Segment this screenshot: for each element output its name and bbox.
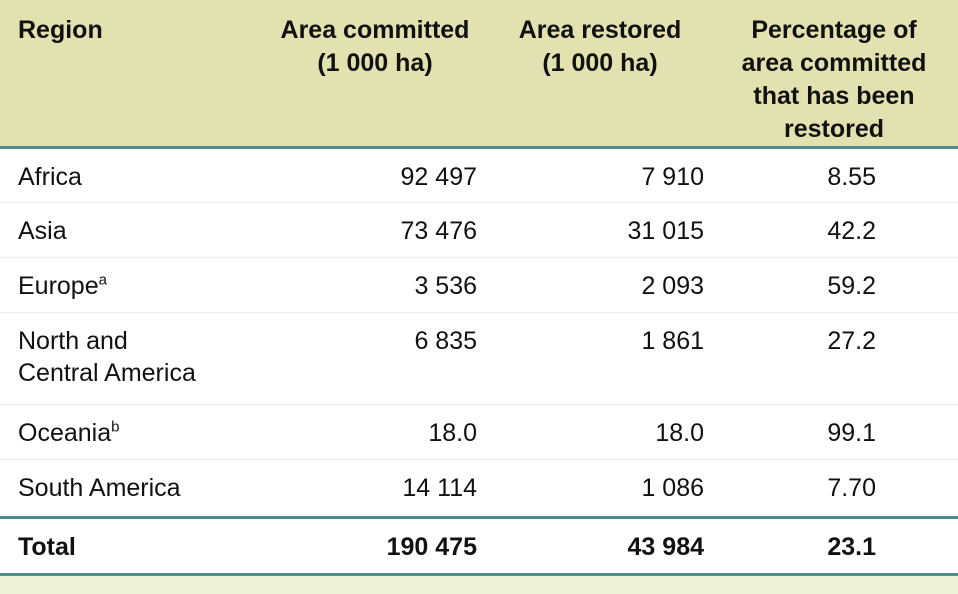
- total-restored: 43 984: [490, 517, 710, 576]
- committed-cell: 92 497: [260, 147, 490, 203]
- percent-cell: 7.70: [710, 459, 958, 519]
- restored-cell: 31 015: [490, 202, 710, 258]
- total-percent: 23.1: [710, 517, 958, 576]
- percent-cell: 99.1: [710, 404, 958, 460]
- region-cell: Oceaniab: [0, 404, 260, 460]
- region-cell: Asia: [0, 202, 260, 258]
- header-row: Region Area committed (1 000 ha) Area res…: [0, 0, 958, 149]
- percent-cell: 42.2: [710, 202, 958, 258]
- table-row: South America 14 114 1 086 7.70: [0, 459, 958, 519]
- restored-cell: 2 093: [490, 257, 710, 313]
- region-cell: North and Central America: [0, 312, 260, 405]
- committed-cell: 3 536: [260, 257, 490, 313]
- header-area-committed: Area committed (1 000 ha): [260, 0, 490, 149]
- table-row: Africa 92 497 7 910 8.55: [0, 147, 958, 203]
- committed-cell: 18.0: [260, 404, 490, 460]
- table-row: Europea 3 536 2 093 59.2: [0, 257, 958, 313]
- committed-cell: 6 835: [260, 312, 490, 405]
- percent-cell: 8.55: [710, 147, 958, 203]
- restored-cell: 1 086: [490, 459, 710, 519]
- header-percentage: Percentage of area committed that has been…: [710, 0, 958, 149]
- restoration-table: Region Area committed (1 000 ha) Area res…: [0, 0, 958, 576]
- total-committed: 190 475: [260, 517, 490, 576]
- table-row: North and Central America 6 835 1 861 27.…: [0, 312, 958, 405]
- total-row: Total 190 475 43 984 23.1: [0, 517, 958, 576]
- region-cell: Africa: [0, 147, 260, 203]
- percent-cell: 59.2: [710, 257, 958, 313]
- region-cell: Europea: [0, 257, 260, 313]
- table-row: Oceaniab 18.0 18.0 99.1: [0, 404, 958, 460]
- restored-cell: 18.0: [490, 404, 710, 460]
- total-label: Total: [0, 517, 260, 576]
- header-area-restored: Area restored (1 000 ha): [490, 0, 710, 149]
- percent-cell: 27.2: [710, 312, 958, 405]
- table-row: Asia 73 476 31 015 42.2: [0, 202, 958, 258]
- footnote-marker: a: [98, 271, 107, 289]
- restored-cell: 1 861: [490, 312, 710, 405]
- restored-cell: 7 910: [490, 147, 710, 203]
- footnote-marker: b: [111, 418, 120, 436]
- region-cell: South America: [0, 459, 260, 519]
- header-region: Region: [0, 0, 260, 149]
- committed-cell: 14 114: [260, 459, 490, 519]
- committed-cell: 73 476: [260, 202, 490, 258]
